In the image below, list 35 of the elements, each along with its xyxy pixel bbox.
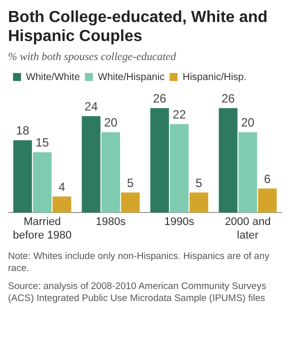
- bar: [218, 108, 238, 213]
- data-label: 24: [84, 99, 98, 114]
- x-tick-label: 1980s: [96, 216, 126, 228]
- bar: [121, 192, 140, 213]
- bar: [52, 196, 72, 213]
- chart-subtitle: % with both spouses college-educated: [8, 51, 178, 63]
- bar: [190, 192, 208, 213]
- data-label: 15: [36, 136, 50, 150]
- data-label: 6: [264, 172, 272, 186]
- data-label: 22: [172, 107, 186, 122]
- data-label: 5: [127, 176, 134, 190]
- source-note: Source: analysis of 2008-2010 American Community Surveys (ACS) Integrated Public Use Microdata Sample (IPUMS) files: [8, 281, 268, 305]
- bar: [101, 132, 120, 213]
- data-label: 26: [152, 91, 167, 106]
- bar: [258, 188, 277, 213]
- legend-label: Hispanic/Hisp.: [182, 72, 247, 83]
- bar: [32, 152, 52, 213]
- x-tick-label: 2000 and later: [224, 216, 271, 242]
- bar: [238, 132, 258, 213]
- data-label: 5: [196, 176, 203, 190]
- legend-label: White/White: [26, 72, 80, 83]
- data-label: 20: [241, 116, 255, 130]
- x-tick-label: Married before 1980: [12, 216, 72, 242]
- legend-label: White/Hispanic: [98, 72, 165, 83]
- bar: [13, 140, 32, 213]
- data-label: 20: [104, 116, 118, 130]
- data-label: 4: [58, 180, 66, 194]
- bar: [82, 116, 100, 213]
- chart-title: Both College-educated, White and Hispanic Couples: [8, 8, 269, 46]
- bar: [150, 108, 169, 213]
- bar: [170, 124, 189, 213]
- data-label: 18: [16, 124, 30, 138]
- x-tick-label: 1990s: [164, 216, 195, 228]
- text: Note: Whites include only non-Hispanics. Hispanics are of any race.: [8, 251, 270, 275]
- data-label: 26: [221, 91, 236, 106]
